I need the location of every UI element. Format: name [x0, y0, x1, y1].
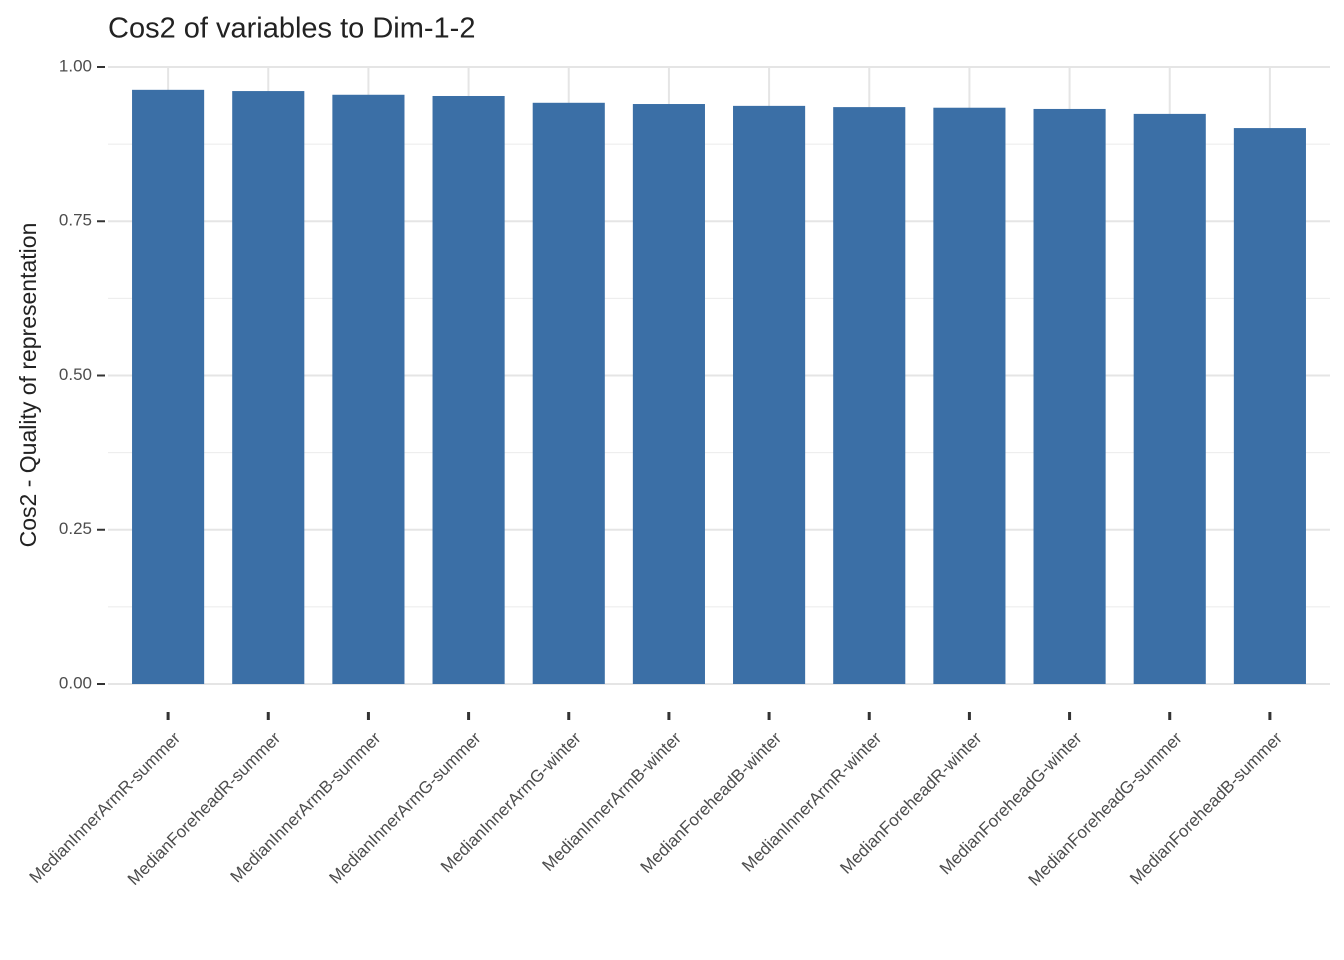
bar	[532, 102, 605, 684]
y-tick-label: 0.50	[59, 365, 92, 384]
bar	[1133, 113, 1206, 685]
bar	[232, 91, 305, 685]
y-tick-label: 1.00	[59, 56, 92, 75]
bar	[733, 105, 806, 685]
bar	[1233, 128, 1306, 684]
y-tick-label: 0.75	[59, 211, 92, 230]
bar	[933, 107, 1006, 685]
chart-title: Cos2 of variables to Dim-1-2	[108, 13, 475, 45]
y-axis-label: Cos2 - Quality of representation	[15, 223, 41, 548]
bar	[432, 95, 505, 684]
bar	[632, 104, 705, 684]
bar	[332, 94, 405, 684]
y-tick-label: 0.00	[59, 673, 92, 692]
bar	[833, 107, 906, 685]
y-tick-label: 0.25	[59, 519, 92, 538]
bar	[132, 89, 205, 685]
bar	[1033, 108, 1106, 685]
